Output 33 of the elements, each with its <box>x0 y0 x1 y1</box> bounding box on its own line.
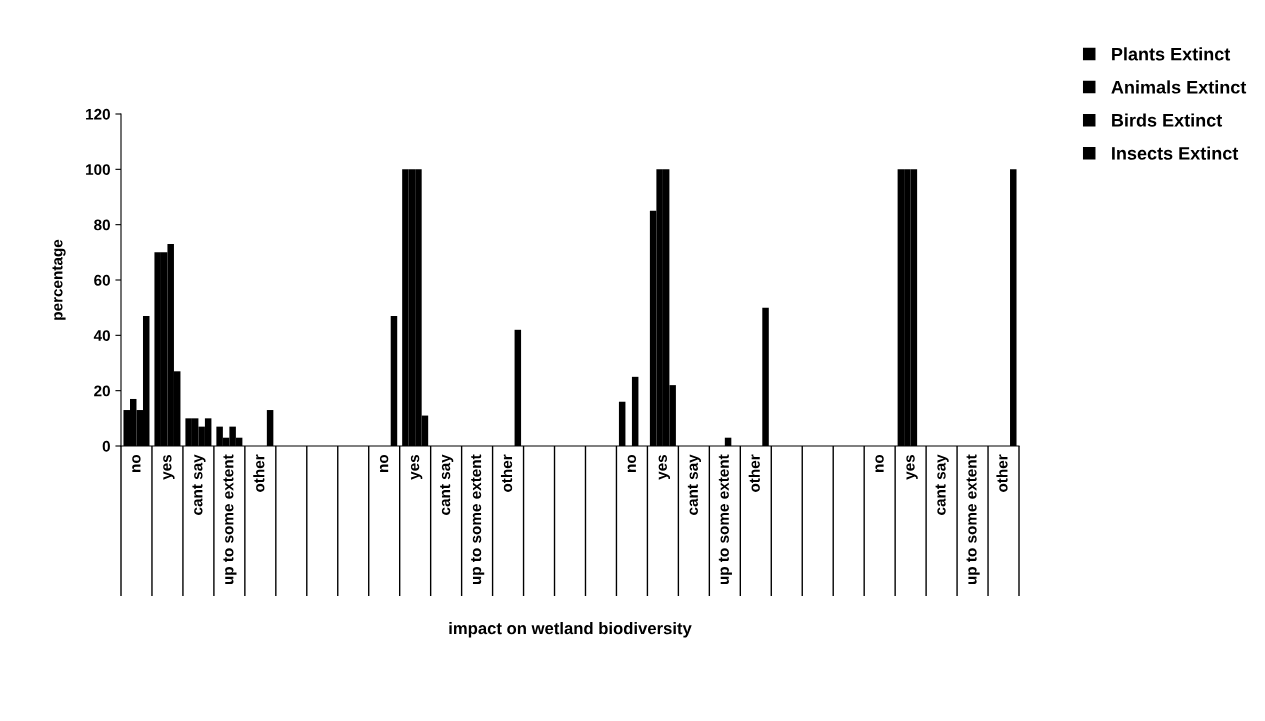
x-tick-label: yes <box>906 454 918 480</box>
x-tick-label: cant say <box>440 454 454 515</box>
x-tick-label: up to some extent <box>718 454 732 585</box>
x-axis-title: impact on wetland biodiversity <box>449 622 692 638</box>
y-axis-title: percentage <box>52 239 66 320</box>
legend-label: Animals Extinct <box>1111 80 1247 94</box>
y-tick-label: 20 <box>94 385 110 397</box>
x-tick-label: yes <box>163 454 175 480</box>
y-tick-label: 60 <box>94 274 110 286</box>
x-tick-label: up to some extent <box>471 454 485 585</box>
legend-label: Plants Extinct <box>1112 47 1231 61</box>
legend-label: Insects Extinct <box>1112 146 1239 160</box>
x-tick-label: up to some extent <box>966 454 980 585</box>
y-tick-label: 120 <box>86 108 110 120</box>
x-tick-label: no <box>627 454 637 472</box>
x-tick-label: yes <box>410 454 423 480</box>
y-tick-label: 0 <box>102 440 110 452</box>
x-tick-label: up to some extent <box>223 454 237 585</box>
legend-label: Birds Extinct <box>1112 113 1223 127</box>
y-tick-label: 80 <box>94 219 110 231</box>
x-tick-label: yes <box>658 454 671 480</box>
x-tick-label: no <box>132 454 141 472</box>
y-tick-label: 100 <box>86 164 110 176</box>
x-tick-label: no <box>875 454 884 472</box>
y-tick-label: 40 <box>93 330 110 342</box>
x-tick-label: other <box>748 454 760 492</box>
x-tick-label: cant say <box>935 454 949 515</box>
x-tick-label: cant say <box>687 454 701 515</box>
x-tick-label: other <box>500 454 513 492</box>
x-tick-label: other <box>996 454 1008 492</box>
x-tick-label: other <box>253 454 265 492</box>
x-tick-label: no <box>379 454 389 472</box>
x-tick-label: cant say <box>192 454 206 515</box>
